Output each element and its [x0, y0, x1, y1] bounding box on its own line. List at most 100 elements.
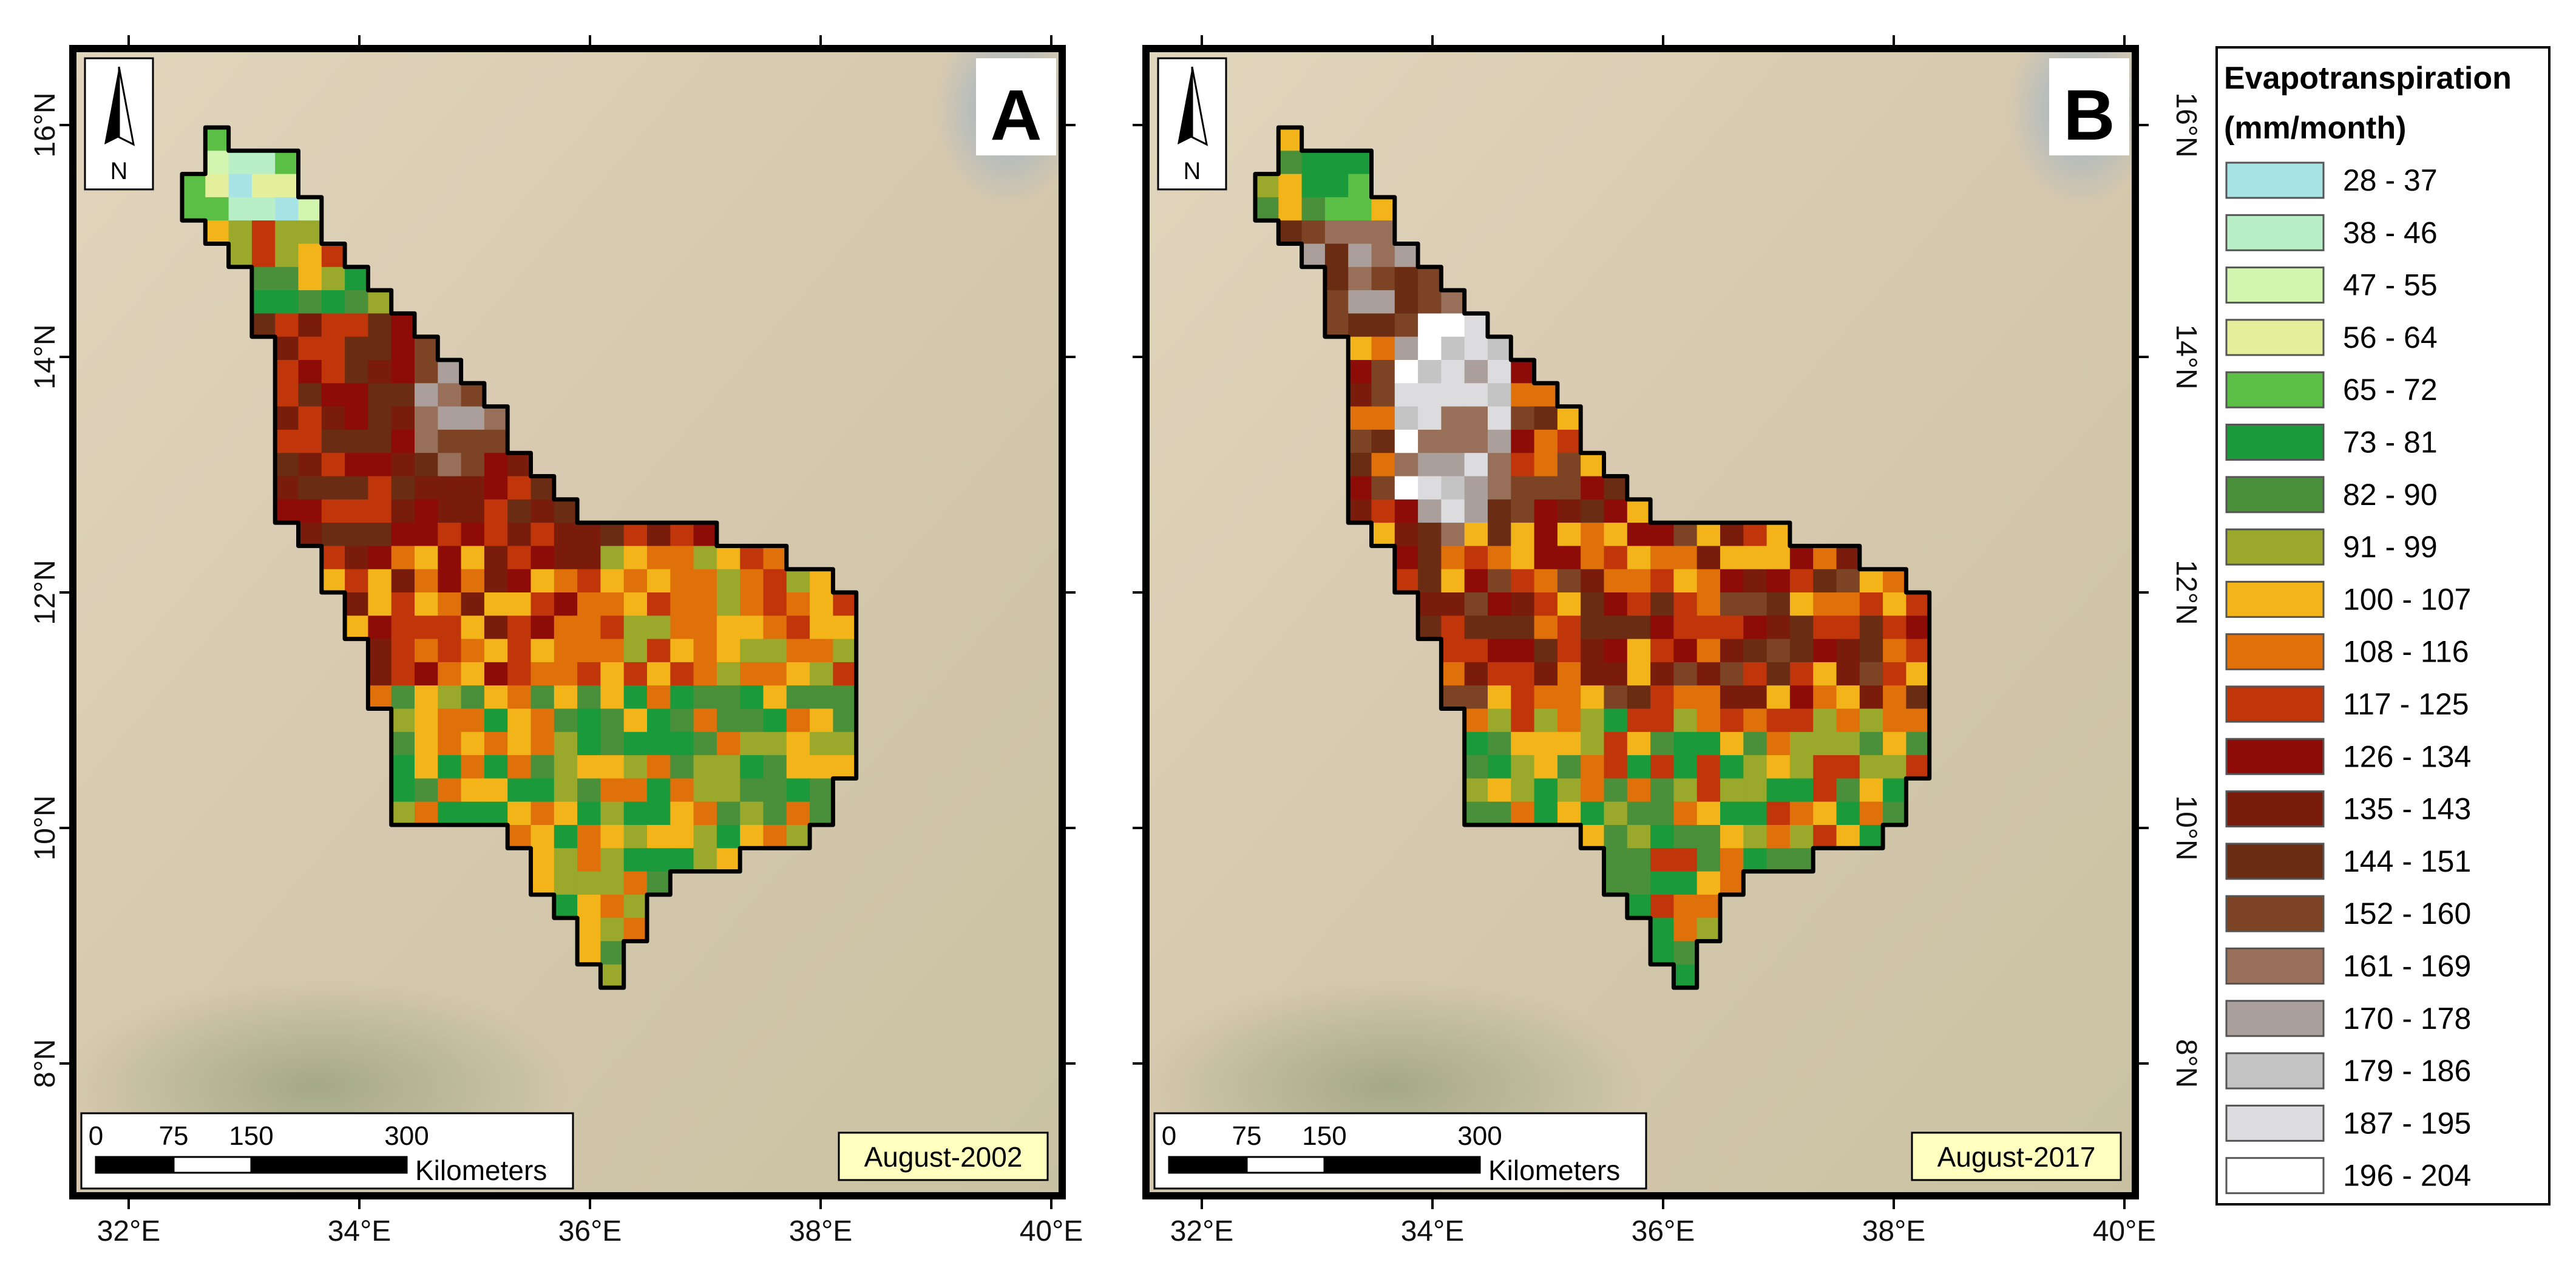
et-cell [1696, 523, 1721, 547]
et-cell [1720, 523, 1744, 547]
et-cell [1789, 569, 1814, 593]
et-cell [507, 523, 532, 547]
legend-label: 144 - 151 [2343, 844, 2471, 878]
et-cell [391, 592, 415, 617]
et-cell [1604, 825, 1628, 849]
et-cell [1859, 592, 1883, 617]
et-cell [670, 639, 694, 663]
et-cell [1673, 894, 1698, 918]
et-cell [1418, 616, 1442, 640]
et-cell [1464, 662, 1488, 686]
et-cell [600, 918, 625, 942]
et-cell [1581, 801, 1605, 826]
et-cell [1511, 731, 1535, 756]
et-cell [1418, 569, 1442, 593]
legend: Evapotranspiration (mm/month) 28 - 37 38 … [2215, 46, 2551, 1206]
et-cell [1511, 662, 1535, 686]
et-cell [693, 708, 717, 733]
et-cell [554, 639, 578, 663]
et-cell [484, 592, 508, 617]
et-cell [1813, 662, 1837, 686]
et-raster-a [180, 125, 859, 990]
et-cell [1488, 429, 1512, 453]
et-cell [1464, 592, 1488, 617]
et-cell [275, 336, 299, 361]
et-cell [1534, 453, 1558, 477]
et-cell [1883, 731, 1907, 756]
et-cell [345, 406, 369, 430]
scale-tick-150: 150 [229, 1121, 273, 1151]
et-cell [1673, 778, 1698, 802]
et-cell [1789, 801, 1814, 826]
et-cell [275, 174, 299, 198]
lon-tick-40: 40°E [2093, 1215, 2157, 1247]
et-cell [1511, 685, 1535, 710]
et-cell [1673, 941, 1698, 965]
et-cell [693, 639, 717, 663]
scale-tick-75: 75 [159, 1121, 189, 1151]
et-cell [530, 662, 555, 686]
et-cell [693, 801, 717, 826]
et-cell [600, 523, 625, 547]
et-cell [1464, 755, 1488, 779]
legend-label: 187 - 195 [2343, 1106, 2471, 1140]
et-cell [1650, 941, 1675, 965]
et-cell [415, 429, 439, 453]
et-cell [484, 429, 508, 453]
et-cell [1906, 662, 1930, 686]
et-cell [670, 825, 694, 849]
et-cell [763, 731, 787, 756]
et-cell [693, 848, 717, 872]
map-panel-b: N B 0 75 150 300 Kilometers August-2017 [1133, 35, 2202, 1247]
et-cell [1418, 546, 1442, 570]
et-cell [670, 778, 694, 802]
et-cell [275, 360, 299, 384]
et-cell [1511, 801, 1535, 826]
et-cell [391, 731, 415, 756]
et-cell [298, 220, 322, 245]
et-cell [1488, 499, 1512, 523]
et-cell [1488, 383, 1512, 407]
et-cell [1581, 731, 1605, 756]
et-cell [554, 778, 578, 802]
et-cell [577, 871, 602, 895]
et-cell [1511, 360, 1535, 384]
et-cell [1743, 825, 1768, 849]
et-cell [298, 453, 322, 477]
et-cell [1348, 336, 1372, 361]
et-cell [484, 499, 508, 523]
et-cell [1371, 523, 1395, 547]
et-cell [1557, 546, 1581, 570]
et-cell [438, 383, 462, 407]
et-cell [507, 616, 532, 640]
et-cell [415, 499, 439, 523]
et-cell [391, 662, 415, 686]
et-cell [1789, 731, 1814, 756]
et-cell [623, 778, 648, 802]
lon-tick-36: 36°E [1632, 1215, 1695, 1247]
et-cell [623, 546, 648, 570]
et-cell [507, 592, 532, 617]
et-cell [1813, 801, 1837, 826]
et-raster-b [1253, 125, 1932, 990]
et-cell [1557, 778, 1581, 802]
et-cell [1557, 662, 1581, 686]
et-cell [577, 778, 602, 802]
et-cell [484, 708, 508, 733]
et-cell [1604, 616, 1628, 640]
et-cell [1743, 755, 1768, 779]
et-cell [577, 918, 602, 942]
et-cell [716, 848, 741, 872]
et-cell [530, 616, 555, 640]
et-cell [530, 848, 555, 872]
et-cell [600, 894, 625, 918]
et-cell [321, 290, 345, 314]
et-cell [298, 313, 322, 337]
et-cell [1464, 546, 1488, 570]
et-cell [740, 801, 764, 826]
et-cell [484, 546, 508, 570]
et-cell [1441, 616, 1465, 640]
et-cell [1650, 871, 1675, 895]
et-cell [1418, 592, 1442, 617]
et-cell [298, 360, 322, 384]
